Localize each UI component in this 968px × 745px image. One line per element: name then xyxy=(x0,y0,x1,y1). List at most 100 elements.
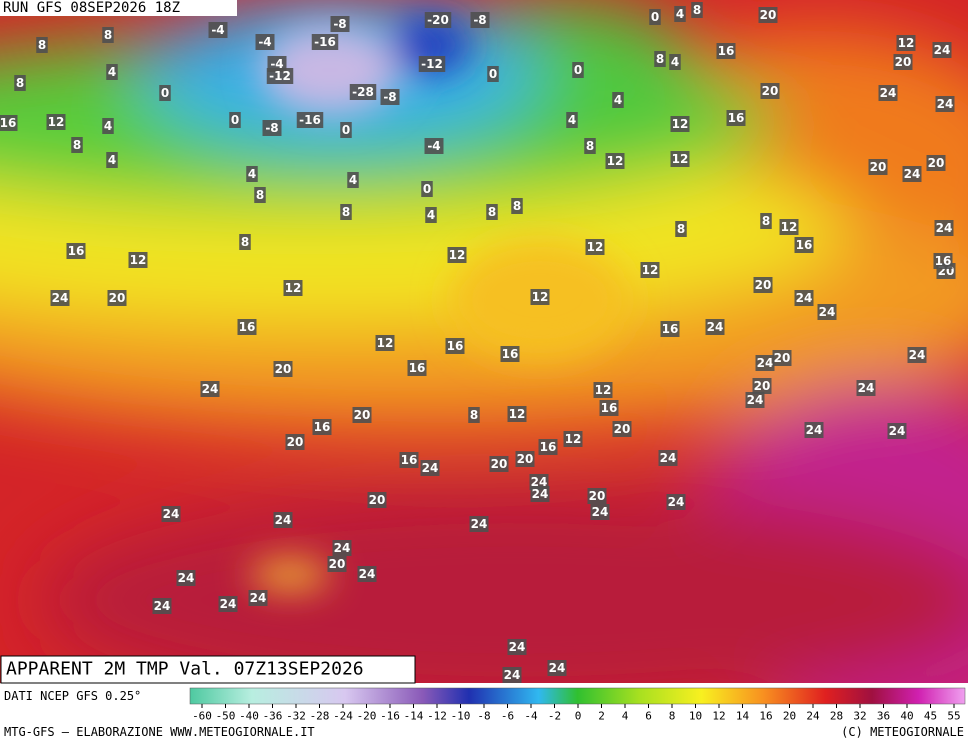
label-box xyxy=(254,187,266,203)
temperature-label: 8 xyxy=(16,76,24,90)
temperature-label: 8 xyxy=(256,188,264,202)
temperature-label: 24 xyxy=(592,505,609,519)
temperature-label: 4 xyxy=(676,7,684,21)
temperature-label: 24 xyxy=(806,423,823,437)
label-box xyxy=(248,590,268,606)
label-box xyxy=(352,407,372,423)
label-box xyxy=(530,486,550,502)
temperature-label: 12 xyxy=(595,383,612,397)
temperature-label: 4 xyxy=(108,65,116,79)
colorbar-tick-label: -6 xyxy=(501,710,514,723)
temperature-label: -20 xyxy=(427,13,449,27)
label-box xyxy=(340,204,352,220)
label-box xyxy=(246,166,258,182)
temperature-label: 4 xyxy=(104,119,112,133)
label-box xyxy=(36,37,48,53)
colorbar-tick-label: 16 xyxy=(759,710,772,723)
label-box xyxy=(200,381,220,397)
label-box xyxy=(218,596,238,612)
temperature-label: 8 xyxy=(677,222,685,236)
label-box xyxy=(424,12,452,28)
temperature-label: 20 xyxy=(517,452,534,466)
colorbar-tick-label: 14 xyxy=(736,710,750,723)
label-box xyxy=(887,423,907,439)
label-box xyxy=(716,43,736,59)
label-box xyxy=(255,34,275,50)
label-box xyxy=(229,112,241,128)
temperature-label: 24 xyxy=(275,513,292,527)
label-box xyxy=(926,155,946,171)
temperature-label: 12 xyxy=(607,154,624,168)
label-box xyxy=(407,360,427,376)
temperature-label: 24 xyxy=(220,597,237,611)
temperature-label: 0 xyxy=(342,123,350,137)
label-box xyxy=(660,321,680,337)
label-box xyxy=(349,84,377,100)
colorbar-tick-label: 6 xyxy=(645,710,652,723)
label-box xyxy=(794,237,814,253)
temperature-label: 24 xyxy=(819,305,836,319)
label-box xyxy=(107,290,127,306)
label-box xyxy=(330,16,350,32)
label-box xyxy=(878,85,898,101)
label-box xyxy=(470,12,490,28)
label-box xyxy=(312,419,332,435)
temperature-label: 24 xyxy=(334,541,351,555)
label-box xyxy=(804,422,824,438)
label-box xyxy=(273,512,293,528)
temperature-label: 20 xyxy=(287,435,304,449)
label-box xyxy=(599,400,619,416)
label-box xyxy=(500,346,520,362)
temperature-label: 8 xyxy=(513,199,521,213)
label-box xyxy=(418,56,446,72)
colorbar-tick-label: 8 xyxy=(669,710,676,723)
label-box xyxy=(340,122,352,138)
temperature-label: -4 xyxy=(270,57,283,71)
label-box xyxy=(311,34,339,50)
colorbar-tick-label: 28 xyxy=(830,710,843,723)
temperature-label: 24 xyxy=(178,571,195,585)
label-box xyxy=(896,35,916,51)
colorbar xyxy=(189,687,966,705)
temperature-label: 16 xyxy=(239,320,256,334)
label-box xyxy=(106,152,118,168)
temperature-label: -16 xyxy=(299,113,321,127)
label-box xyxy=(649,9,661,25)
label-box xyxy=(772,350,792,366)
label-box xyxy=(760,213,772,229)
temperature-label: 20 xyxy=(275,362,292,376)
colorbar-tick-label: 2 xyxy=(598,710,605,723)
temperature-label: 0 xyxy=(231,113,239,127)
colorbar-tick-label: -4 xyxy=(524,710,538,723)
temperature-label: 8 xyxy=(241,235,249,249)
temperature-label: 20 xyxy=(491,457,508,471)
temperature-label: -12 xyxy=(269,69,291,83)
temperature-label: 12 xyxy=(565,432,582,446)
temperature-label: 12 xyxy=(130,253,147,267)
temperature-label: 4 xyxy=(671,55,679,69)
colorbar-tick-label: -12 xyxy=(427,710,447,723)
label-box xyxy=(612,421,632,437)
colorbar-tick-label: 10 xyxy=(689,710,702,723)
temperature-label: 16 xyxy=(728,111,745,125)
label-box xyxy=(572,62,584,78)
temperature-label: 12 xyxy=(781,220,798,234)
label-box xyxy=(691,2,703,18)
colorbar-tick-label: 55 xyxy=(947,710,960,723)
label-box xyxy=(262,120,282,136)
temperature-label: 24 xyxy=(52,291,69,305)
label-box xyxy=(273,361,293,377)
temperature-label: 4 xyxy=(248,167,256,181)
temperature-label: 0 xyxy=(574,63,582,77)
run-label: RUN GFS 08SEP2026 18Z xyxy=(3,0,180,16)
label-box xyxy=(347,172,359,188)
label-box xyxy=(152,598,172,614)
temperature-label: 20 xyxy=(762,84,779,98)
temperature-label: 16 xyxy=(662,322,679,336)
temperature-label: 8 xyxy=(586,139,594,153)
temperature-label: 4 xyxy=(349,173,357,187)
temperature-label: 12 xyxy=(48,115,65,129)
temperature-label: 4 xyxy=(108,153,116,167)
label-box xyxy=(590,504,610,520)
